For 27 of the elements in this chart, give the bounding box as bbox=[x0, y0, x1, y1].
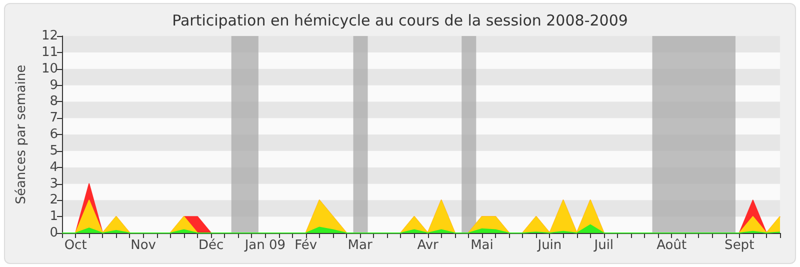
y-tick-label: 10 bbox=[41, 61, 58, 76]
y-tick-label: 8 bbox=[50, 94, 58, 110]
y-tick-label: 7 bbox=[50, 110, 58, 126]
y-tick-label: 1 bbox=[50, 209, 58, 224]
y-tick-label: 4 bbox=[50, 160, 58, 175]
x-tick-label: Juin bbox=[536, 238, 562, 253]
y-tick-label: 2 bbox=[50, 192, 58, 208]
y-axis-title: Séances par semaine bbox=[14, 64, 29, 204]
y-tick-label: 11 bbox=[41, 44, 58, 60]
y-tick-label: 12 bbox=[41, 28, 58, 44]
y-tick-label: 5 bbox=[50, 143, 58, 158]
x-tick-label: Août bbox=[656, 238, 687, 253]
y-tick-label: 9 bbox=[50, 78, 58, 93]
y-tick-label: 3 bbox=[50, 176, 58, 192]
chart-title: Participation en hémicycle au cours de la session 2008-2009 bbox=[172, 12, 628, 30]
x-tick-label: Avr bbox=[417, 238, 440, 253]
x-tick-label: Jan 09 bbox=[244, 238, 286, 253]
x-tick-label: Déc bbox=[198, 238, 224, 253]
y-tick-label: 0 bbox=[50, 226, 58, 240]
x-tick-label: Nov bbox=[130, 238, 156, 253]
x-tick-label: Mar bbox=[348, 238, 373, 253]
x-tick-label: Sept bbox=[724, 238, 754, 253]
x-tick-label: Juil bbox=[593, 238, 614, 253]
x-tick-label: Oct bbox=[64, 238, 87, 253]
y-tick-label: 6 bbox=[50, 127, 58, 142]
x-tick-label: Fév bbox=[294, 238, 318, 253]
x-tick-label: Mai bbox=[470, 238, 494, 253]
